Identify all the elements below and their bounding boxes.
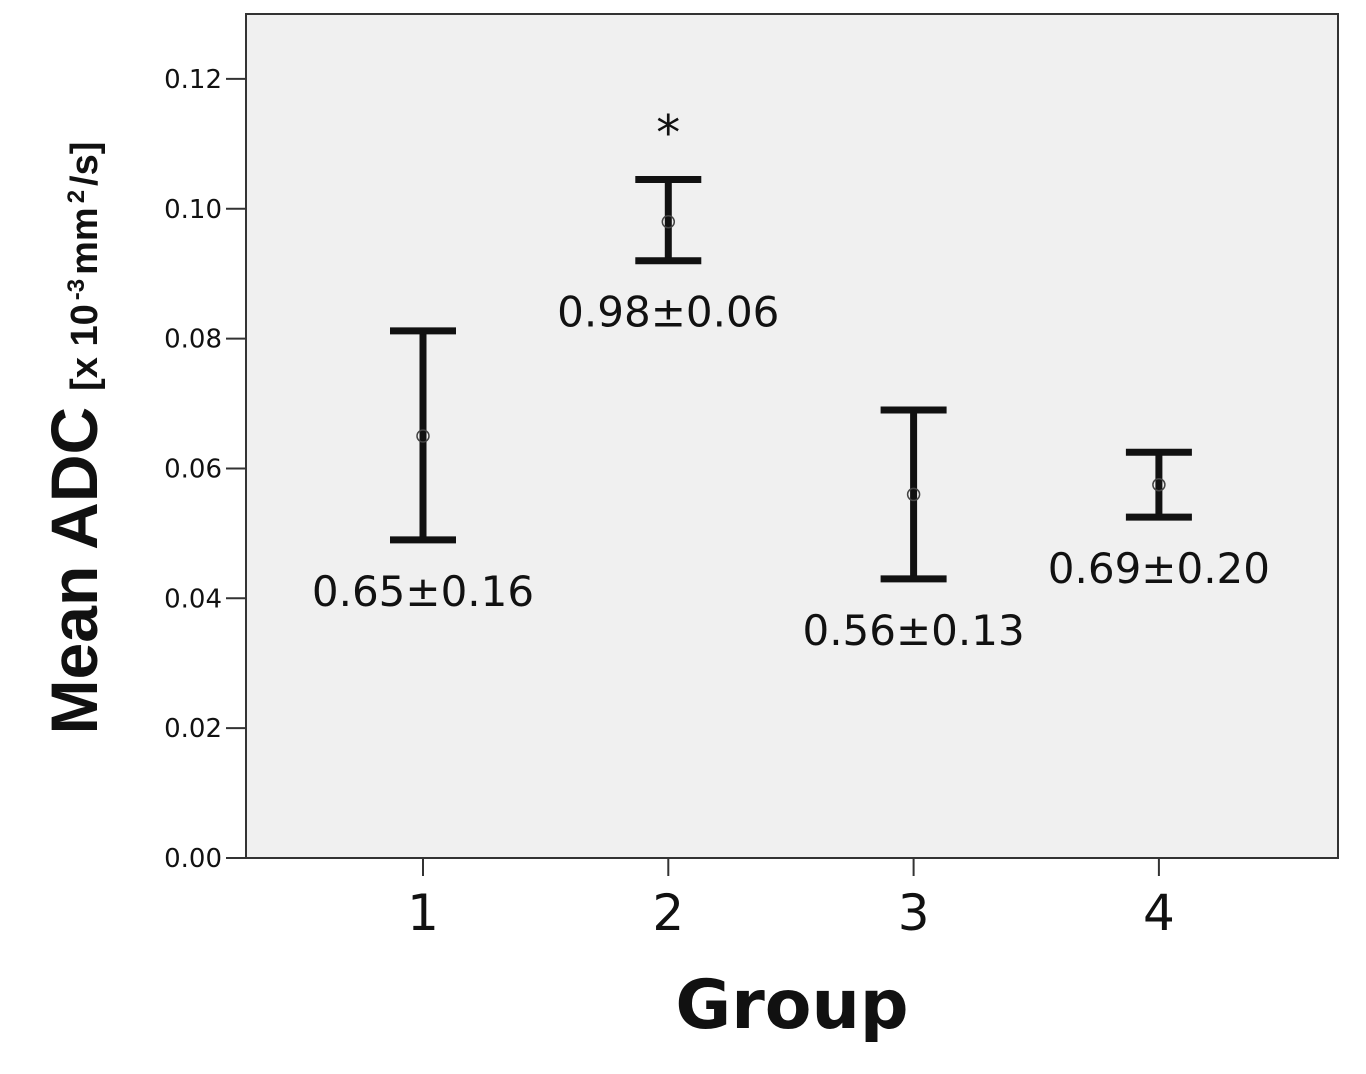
y-axis-title-main: Mean ADC xyxy=(37,407,111,735)
x-axis: 1 2 3 4 xyxy=(407,858,1175,942)
mean-point xyxy=(1152,477,1166,492)
y-axis: 0.00 0.02 0.04 0.06 0.08 0.10 0.12 xyxy=(164,65,246,874)
y-axis-unit-exponent: -3 xyxy=(63,279,90,300)
y-axis-unit-suffix: /s] xyxy=(64,142,106,186)
y-axis-unit-square: 2 xyxy=(63,190,90,203)
y-tick-label: 0.00 xyxy=(164,844,222,874)
mean-point xyxy=(661,215,676,229)
y-axis-title: Mean ADC [x 10 -3 mm 2 /s] xyxy=(37,142,111,735)
x-tick-label: 1 xyxy=(407,884,439,942)
y-tick-label: 0.06 xyxy=(164,454,222,484)
mean-point xyxy=(906,487,921,502)
data-label: 0.98±0.06 xyxy=(557,288,779,337)
y-tick-label: 0.04 xyxy=(164,584,222,614)
y-tick-label: 0.12 xyxy=(164,65,222,95)
error-bar-group: 0.69±0.20 xyxy=(1048,448,1270,593)
significance-marker: * xyxy=(656,106,680,162)
y-tick-label: 0.02 xyxy=(164,714,222,744)
plot-area xyxy=(245,13,1339,859)
error-bar-group: 0.56±0.13 xyxy=(802,406,1025,655)
x-axis-title: Group xyxy=(675,966,908,1045)
error-bars: 0.65±0.16 0.98±0.06 0.56±0.13 0.69±0.20 * xyxy=(312,106,1270,655)
y-axis-unit-mid: mm xyxy=(64,207,106,275)
x-tick-label: 3 xyxy=(898,884,930,942)
y-tick-label: 0.08 xyxy=(164,325,222,355)
error-bar-group: 0.98±0.06 xyxy=(557,176,779,337)
mean-point xyxy=(416,429,430,443)
error-bar-group: 0.65±0.16 xyxy=(312,327,534,616)
y-tick-label: 0.10 xyxy=(164,195,222,225)
y-axis-unit-prefix: [x 10 xyxy=(64,304,106,391)
x-tick-label: 4 xyxy=(1143,884,1175,942)
data-label: 0.56±0.13 xyxy=(802,606,1024,655)
data-label: 0.65±0.16 xyxy=(312,567,534,616)
x-tick-label: 2 xyxy=(652,884,684,942)
data-label: 0.69±0.20 xyxy=(1048,544,1270,593)
